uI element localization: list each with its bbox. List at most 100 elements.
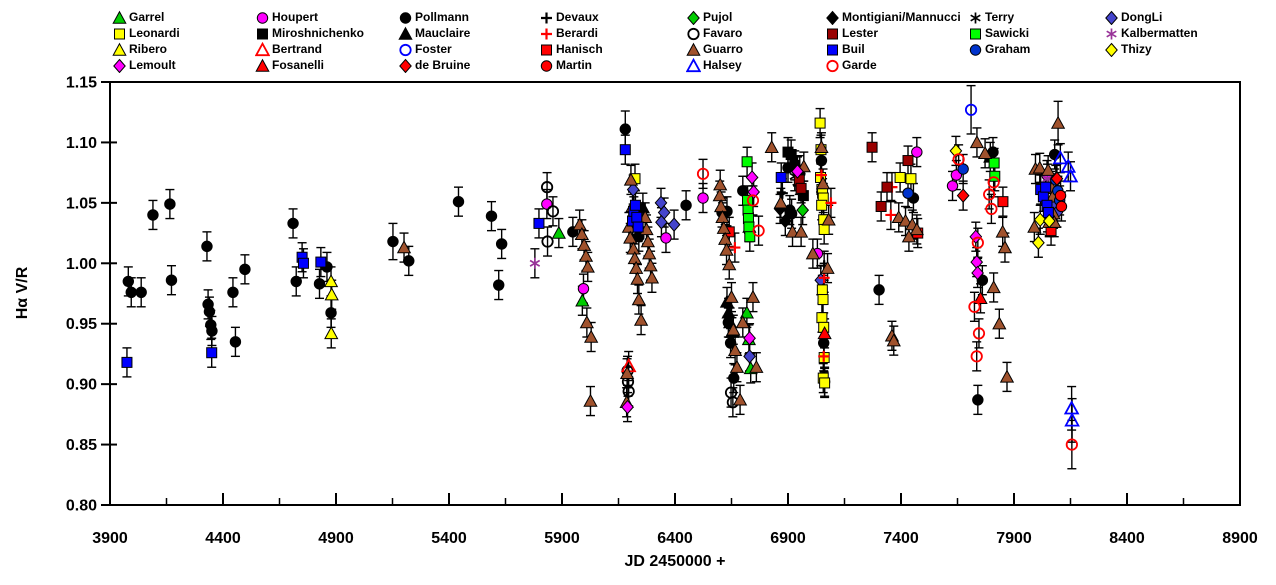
svg-text:3900: 3900 (92, 530, 128, 547)
legend-item-martin: Martin (539, 57, 592, 73)
legend-item-garrel: Garrel (112, 9, 164, 25)
svg-text:8400: 8400 (1109, 530, 1145, 547)
svg-text:0.85: 0.85 (66, 437, 97, 454)
legend-label: DongLi (1121, 10, 1163, 24)
legend-label: Hanisch (556, 42, 603, 56)
legend-label: Martin (556, 58, 592, 72)
diamond-marker-icon (113, 58, 126, 73)
axes: 3900 4400 4900 5400 5900 6400 6900 7400 7900 8400… (66, 75, 1258, 548)
svg-text:0.80: 0.80 (66, 498, 97, 515)
legend-label: Buil (842, 42, 865, 56)
triangle-marker-icon (112, 10, 127, 24)
circle-marker-icon (687, 27, 700, 40)
legend-label: Ribero (129, 42, 168, 56)
legend-item-montigiani-mannucci: Montigiani/Mannucci (825, 9, 961, 25)
legend-label: Montigiani/Mannucci (842, 10, 961, 24)
data-points (121, 103, 1080, 451)
svg-text:1.10: 1.10 (66, 135, 97, 152)
legend-item-favaro: Favaro (686, 25, 742, 41)
legend-item-sawicki: Sawicki (968, 25, 1029, 41)
legend-item-buil: Buil (825, 41, 865, 57)
triangle-marker-icon (686, 42, 701, 56)
legend-item-houpert: Houpert (255, 9, 318, 25)
legend-item-garde: Garde (825, 57, 877, 73)
error-bars (122, 84, 1077, 470)
legend-label: Lemoult (129, 58, 176, 72)
legend-label: Thizy (1121, 42, 1152, 56)
square-marker-icon (257, 28, 268, 39)
svg-text:0.90: 0.90 (66, 377, 97, 394)
legend-item-lester: Lester (825, 25, 878, 41)
svg-text:5400: 5400 (431, 530, 467, 547)
legend-label: Favaro (703, 26, 743, 40)
legend-item-ribero: Ribero (112, 41, 167, 57)
svg-text:7900: 7900 (996, 530, 1032, 547)
legend-item-miroshnichenko: Miroshnichenko (255, 25, 364, 41)
legend-item-terry: Terry (968, 9, 1014, 25)
legend-item-kalbermatten: Kalbermatten (1104, 25, 1198, 41)
legend-label: Houpert (272, 10, 318, 24)
legend-item-bertrand: Bertrand (255, 41, 322, 57)
svg-text:1.15: 1.15 (66, 75, 97, 92)
legend-label: Leonardi (129, 26, 180, 40)
x-axis-title: JD 2450000 + (625, 553, 726, 570)
legend-label: Halsey (703, 58, 742, 72)
legend-item-thizy: Thizy (1104, 41, 1152, 57)
svg-text:7400: 7400 (883, 530, 919, 547)
legend-label: Graham (985, 42, 1031, 56)
legend-item-berardi: Berardi (539, 25, 598, 41)
svg-text:6400: 6400 (657, 530, 693, 547)
legend-item-fosanelli: Fosanelli (255, 57, 324, 73)
legend-item-guarro: Guarro (686, 41, 743, 57)
y-axis-title: Hα V/R (14, 266, 31, 319)
square-marker-icon (827, 44, 838, 55)
legend-item-pollmann: Pollmann (398, 9, 469, 25)
legend-label: Lester (842, 26, 879, 40)
legend-label: Berardi (556, 26, 599, 40)
diamond-marker-icon (399, 58, 412, 73)
legend-label: Mauclaire (415, 26, 471, 40)
legend-label: Kalbermatten (1121, 26, 1198, 40)
legend-label: Devaux (556, 10, 599, 24)
svg-text:1.05: 1.05 (66, 195, 97, 212)
legend-item-foster: Foster (398, 41, 452, 57)
legend-label: Bertrand (272, 42, 323, 56)
legend-label: Terry (985, 10, 1015, 24)
legend-item-mauclaire: Mauclaire (398, 25, 470, 41)
triangle-marker-icon (255, 41, 270, 56)
circle-marker-icon (256, 11, 269, 24)
legend-label: Garde (842, 58, 877, 72)
legend-item-hanisch: Hanisch (539, 41, 603, 57)
triangle-marker-icon (686, 57, 701, 72)
square-marker-icon (114, 28, 125, 39)
square-marker-icon (827, 28, 838, 39)
svg-text:6900: 6900 (770, 530, 806, 547)
svg-text:1.00: 1.00 (66, 256, 97, 273)
circle-marker-icon (540, 59, 553, 72)
legend-label: Foster (415, 42, 452, 56)
circle-marker-icon (399, 11, 412, 24)
circle-marker-icon (399, 43, 412, 56)
svg-text:4400: 4400 (205, 530, 241, 547)
triangle-marker-icon (255, 58, 270, 72)
asterisk-marker-icon (1106, 28, 1117, 39)
diamond-marker-icon (687, 10, 700, 25)
legend-item-leonardi: Leonardi (112, 25, 180, 41)
svg-text:4900: 4900 (318, 530, 354, 547)
legend-label: Pujol (703, 10, 733, 24)
square-marker-icon (541, 44, 552, 55)
legend-item-devaux: Devaux (539, 9, 599, 25)
legend-item-pujol: Pujol (686, 9, 732, 25)
legend-item-halsey: Halsey (686, 57, 742, 73)
triangle-marker-icon (398, 26, 413, 40)
triangle-marker-icon (112, 42, 127, 56)
legend-label: Guarro (703, 42, 744, 56)
plus-marker-icon (541, 28, 552, 39)
legend-item-graham: Graham (968, 41, 1030, 57)
legend-item-dongli: DongLi (1104, 9, 1162, 25)
svg-text:8900: 8900 (1222, 530, 1258, 547)
circle-marker-icon (826, 59, 839, 72)
asterisk-marker-icon (970, 12, 981, 23)
